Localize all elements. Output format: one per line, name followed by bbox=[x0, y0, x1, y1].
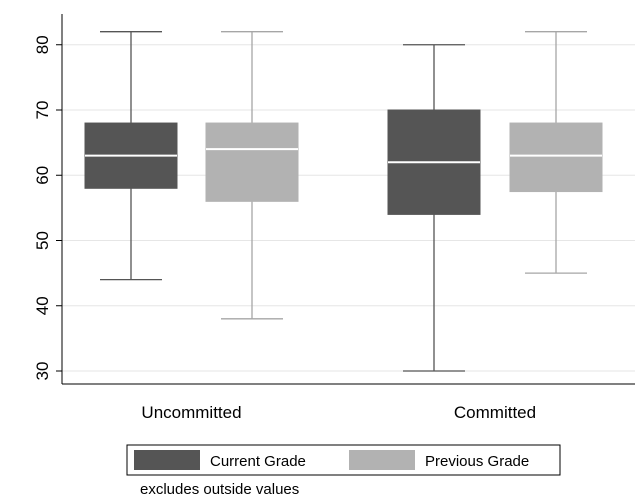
y-tick-label: 50 bbox=[33, 231, 52, 250]
y-tick-label: 30 bbox=[33, 362, 52, 381]
box-current-grade-uncommitted bbox=[84, 31, 178, 281]
x-axis-labels: Uncommitted Committed bbox=[141, 403, 536, 422]
iqr-box bbox=[509, 122, 603, 193]
box-previous-grade-committed bbox=[509, 31, 603, 274]
category-label: Uncommitted bbox=[141, 403, 241, 422]
legend-swatch bbox=[349, 450, 415, 470]
y-tick-label: 80 bbox=[33, 35, 52, 54]
legend-swatch bbox=[134, 450, 200, 470]
box-previous-grade-uncommitted bbox=[205, 31, 299, 320]
category-label: Committed bbox=[454, 403, 536, 422]
box-current-grade-committed bbox=[387, 44, 481, 372]
chart-note: excludes outside values bbox=[140, 481, 299, 498]
legend-label: Previous Grade bbox=[425, 453, 529, 470]
y-tick-label: 60 bbox=[33, 166, 52, 185]
grid-lines bbox=[62, 44, 635, 372]
y-axis: 30 40 50 60 70 80 bbox=[33, 14, 635, 385]
iqr-box bbox=[205, 122, 299, 202]
legend: Current Grade Previous Grade bbox=[126, 444, 561, 476]
y-tick-label: 40 bbox=[33, 296, 52, 315]
y-tick-label: 70 bbox=[33, 101, 52, 120]
plot-area bbox=[84, 31, 603, 372]
legend-label: Current Grade bbox=[210, 453, 306, 470]
